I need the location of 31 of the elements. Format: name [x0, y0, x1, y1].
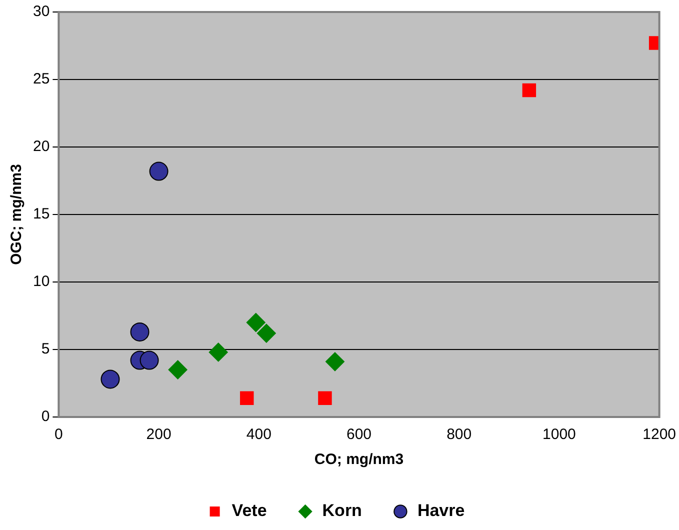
x-tick-label: 200 [146, 426, 172, 444]
x-tick-label: 600 [346, 426, 372, 444]
y-tick-label: 5 [41, 340, 50, 358]
point [149, 162, 168, 181]
y-tick-label: 0 [41, 408, 50, 426]
legend-label: Korn [322, 501, 362, 520]
point [100, 370, 120, 389]
point [168, 360, 188, 380]
y-axis-title: OGC; mg/nm3 [8, 164, 26, 265]
x-tick-label: 0 [54, 426, 63, 444]
x-tick-label: 800 [446, 426, 472, 444]
point [318, 391, 332, 405]
x-tick-label: 1000 [542, 426, 576, 444]
x-axis-title: CO; mg/nm3 [314, 451, 404, 468]
x-tick-label: 1200 [642, 426, 676, 444]
point [240, 391, 254, 405]
point [522, 83, 536, 98]
point [130, 322, 150, 342]
point [256, 324, 276, 343]
x-tick-label: 400 [246, 426, 272, 444]
legend-label: Havre [417, 501, 465, 520]
point [208, 342, 228, 362]
point [246, 313, 266, 332]
y-tick-label: 20 [32, 138, 50, 156]
y-tick-label: 25 [32, 70, 50, 88]
legend-label: Vete [232, 501, 267, 520]
y-tick-label: 30 [32, 3, 50, 20]
y-tick-label: 10 [32, 273, 50, 290]
point [140, 350, 159, 370]
y-tick-label: 15 [32, 206, 50, 223]
point [325, 352, 344, 372]
